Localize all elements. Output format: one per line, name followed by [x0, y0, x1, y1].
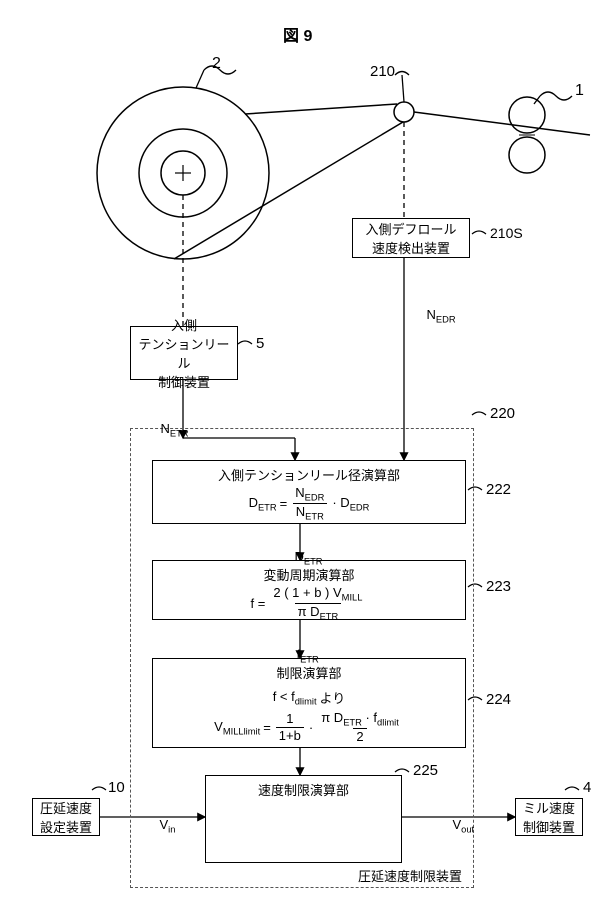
box-225: 速度制限演算部 [205, 775, 402, 863]
box-10: 圧延速度 設定装置 [32, 798, 100, 836]
box4-l2: 制御装置 [523, 817, 575, 836]
box10-l2: 設定装置 [40, 817, 92, 836]
label-223: 223 [486, 578, 511, 595]
box-5: 入側 テンションリール 制御装置 [130, 326, 238, 380]
box225-title: 速度制限演算部 [258, 780, 349, 799]
box-222: 入側テンションリール径演算部 DETR = NEDR NETR · DEDR [152, 460, 466, 524]
box224-line1: f < fdlimit より [273, 688, 346, 707]
figure-canvas: 図 9 2 210 1 5 210S 220 222 223 224 225 1… [0, 0, 614, 913]
sig-Vin: Vin [145, 802, 175, 850]
box210S-l1: 入側デフロール [365, 219, 456, 238]
label-defroll-210: 210 [370, 63, 395, 80]
box222-title: 入側テンションリール径演算部 [218, 465, 400, 484]
sig-Vout: Vout [438, 802, 474, 850]
label-224: 224 [486, 691, 511, 708]
box5-l2: テンションリール [137, 334, 231, 372]
sig-Detr: DETR [280, 534, 323, 582]
box5-l1: 入側 [171, 315, 197, 334]
box224-formula: VMILLlimit = 1 1+b · π DETR · fdlimit 2 [214, 711, 404, 744]
label-220: 220 [490, 405, 515, 422]
box220-caption: 圧延速度制限装置 [358, 866, 462, 885]
label-210S: 210S [490, 225, 523, 241]
label-5: 5 [256, 335, 264, 352]
label-reel-2: 2 [212, 55, 221, 73]
sig-Netr: NETR [146, 406, 189, 454]
box-4: ミル速度 制御装置 [515, 798, 583, 836]
label-222: 222 [486, 481, 511, 498]
box210S-l2: 速度検出装置 [372, 238, 450, 257]
sig-fetr: fETR [282, 632, 319, 680]
label-mill-1: 1 [575, 82, 584, 100]
box223-formula: f = 2 ( 1 + b ) VMILL π DETR [251, 586, 368, 622]
label-4: 4 [583, 779, 591, 796]
box5-l3: 制御装置 [158, 372, 210, 391]
figure-title: 図 9 [283, 22, 312, 46]
label-10: 10 [108, 779, 125, 796]
sig-Nedr: NEDR [412, 292, 456, 340]
box10-l1: 圧延速度 [40, 798, 92, 817]
box4-l1: ミル速度 [523, 798, 575, 817]
box-210S: 入側デフロール 速度検出装置 [352, 218, 470, 258]
box222-formula: DETR = NEDR NETR · DEDR [249, 486, 370, 522]
